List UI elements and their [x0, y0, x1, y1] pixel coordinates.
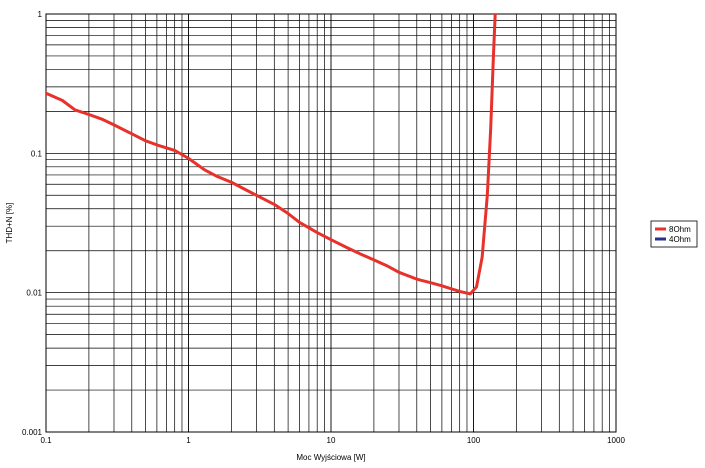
series-lines [46, 14, 497, 296]
series-line-8ohm [46, 14, 497, 296]
legend-label-4ohm: 4Ohm [669, 235, 691, 244]
x-tick-label: 100 [467, 436, 481, 445]
tick-labels: 0.1 1 10 100 1000 0.001 0.01 0.1 1 [22, 10, 625, 445]
plot-frame [45, 13, 617, 433]
y-tick-label: 0.001 [22, 428, 43, 437]
x-axis-title: Moc Wyjściowa [W] [296, 453, 365, 462]
y-tick-label: 0.1 [31, 149, 43, 158]
x-tick-label: 1000 [607, 436, 625, 445]
legend: 8Ohm 4Ohm [650, 220, 698, 248]
x-tick-label: 10 [327, 436, 336, 445]
x-tick-label: 1 [186, 436, 191, 445]
y-tick-label: 0.01 [26, 289, 42, 298]
y-tick-label: 1 [38, 10, 43, 19]
y-axis-title: THD+N [%] [5, 203, 14, 244]
legend-box [650, 220, 698, 248]
legend-label-8ohm: 8Ohm [669, 225, 691, 234]
x-tick-label: 0.1 [40, 436, 52, 445]
grid-lines [45, 13, 617, 433]
